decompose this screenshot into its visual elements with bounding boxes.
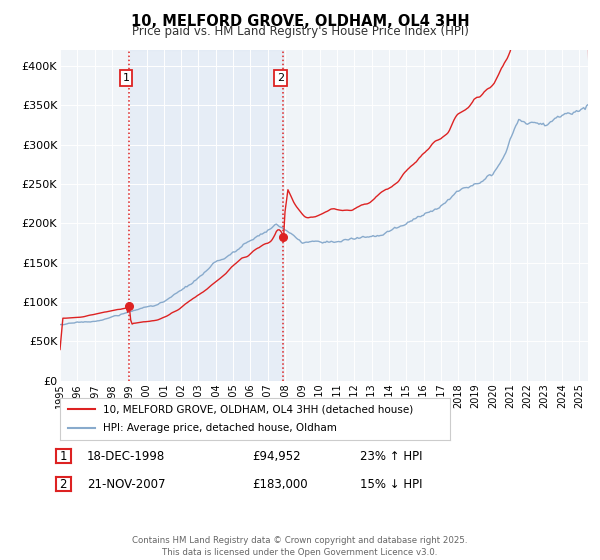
Text: HPI: Average price, detached house, Oldham: HPI: Average price, detached house, Oldh… <box>103 423 337 433</box>
Text: 21-NOV-2007: 21-NOV-2007 <box>87 478 166 491</box>
Text: 2: 2 <box>277 73 284 83</box>
Bar <box>129 50 283 381</box>
Text: £183,000: £183,000 <box>252 478 308 491</box>
Text: 2: 2 <box>59 478 67 491</box>
Text: 23% ↑ HPI: 23% ↑ HPI <box>360 450 422 463</box>
Text: Contains HM Land Registry data © Crown copyright and database right 2025.
This d: Contains HM Land Registry data © Crown c… <box>132 536 468 557</box>
Text: 15% ↓ HPI: 15% ↓ HPI <box>360 478 422 491</box>
Text: 18-DEC-1998: 18-DEC-1998 <box>87 450 165 463</box>
Text: 10, MELFORD GROVE, OLDHAM, OL4 3HH: 10, MELFORD GROVE, OLDHAM, OL4 3HH <box>131 14 469 29</box>
Text: 10, MELFORD GROVE, OLDHAM, OL4 3HH (detached house): 10, MELFORD GROVE, OLDHAM, OL4 3HH (deta… <box>103 404 413 414</box>
Text: Price paid vs. HM Land Registry's House Price Index (HPI): Price paid vs. HM Land Registry's House … <box>131 25 469 38</box>
Text: £94,952: £94,952 <box>252 450 301 463</box>
Text: 1: 1 <box>122 73 130 83</box>
Text: 1: 1 <box>59 450 67 463</box>
